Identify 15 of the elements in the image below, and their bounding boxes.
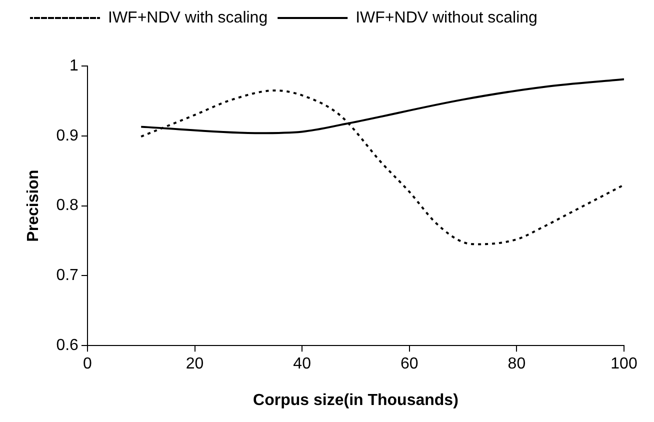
y-tick-label: 0.6 [56, 337, 79, 354]
x-tick-label: 0 [82, 356, 92, 373]
x-axis-title: Corpus size(in Thousands) [253, 392, 458, 409]
x-tick-label: 80 [508, 356, 526, 373]
y-tick-label: 0.9 [56, 127, 79, 144]
y-tick-label: 0.7 [56, 267, 79, 284]
y-axis-title: Precision [25, 170, 42, 242]
y-tick-label: 1 [70, 57, 79, 74]
x-tick-label: 20 [186, 356, 204, 373]
legend-label: IWF+NDV with scaling [108, 9, 268, 26]
legend-label: IWF+NDV without scaling [356, 9, 538, 26]
y-tick-label: 0.8 [56, 197, 79, 214]
x-tick-label: 40 [293, 356, 312, 373]
x-tick-label: 60 [400, 356, 418, 373]
x-tick-label: 100 [610, 356, 638, 373]
